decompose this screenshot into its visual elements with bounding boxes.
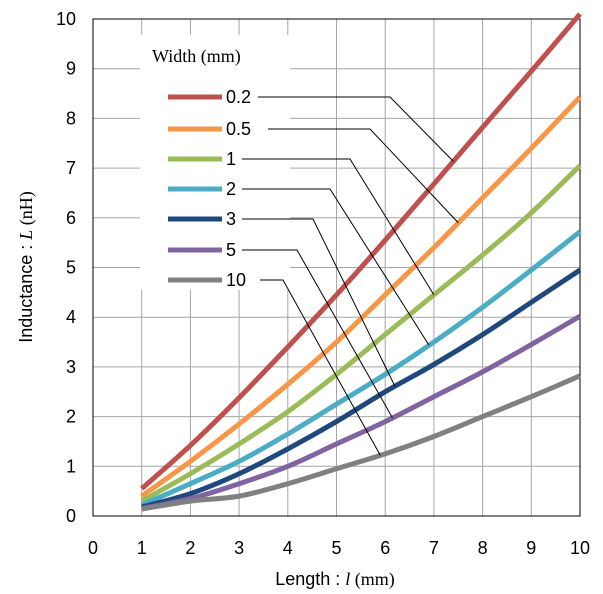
y-axis-label: Inductance : L (nH) — [16, 191, 37, 343]
x-tick-label: 8 — [478, 538, 488, 558]
series-line-2 — [140, 229, 582, 508]
leader-line-0-5 — [268, 128, 459, 224]
y-tick-label: 10 — [56, 9, 76, 29]
y-tick-label: 6 — [66, 208, 76, 228]
series-line-3 — [141, 267, 582, 510]
y-tick-label: 5 — [66, 258, 76, 278]
series-line-0-5 — [140, 95, 582, 499]
x-tick-label: 7 — [429, 538, 439, 558]
legend-items: 0.2 0.5 1 2 3 5 10 — [168, 87, 251, 290]
y-tick-label: 8 — [66, 108, 76, 128]
series-lines — [140, 12, 582, 512]
y-tick-label: 2 — [66, 407, 76, 427]
legend-label-1: 1 — [226, 149, 236, 169]
x-tick-label: 3 — [234, 538, 244, 558]
series-line-1 — [140, 163, 582, 504]
y-tick-label: 0 — [66, 506, 76, 526]
leader-line-3 — [242, 218, 396, 387]
series-line-10 — [141, 373, 581, 512]
plot-frame — [92, 18, 581, 517]
x-tick-label: 9 — [526, 538, 536, 558]
legend-label-3: 3 — [226, 209, 236, 229]
y-tick-label: 9 — [66, 59, 76, 79]
leader-line-2 — [242, 188, 430, 346]
legend-label-10: 10 — [226, 270, 246, 290]
y-tick-labels: 0 1 2 3 4 5 6 7 8 9 10 — [56, 9, 76, 526]
leader-line-10 — [260, 279, 381, 456]
y-tick-label: 1 — [66, 456, 76, 476]
legend-label-2: 2 — [226, 179, 236, 199]
legend: Width (mm) 0.2 0.5 1 2 3 5 10 — [140, 35, 290, 290]
leader-line-0-2 — [258, 96, 454, 162]
x-tick-label: 6 — [380, 538, 390, 558]
leader-line-1 — [242, 158, 435, 296]
x-tick-label: 0 — [88, 538, 98, 558]
x-axis-label: Length : l (mm) — [275, 569, 395, 590]
series-line-5 — [141, 314, 582, 511]
series-line-0-2 — [140, 12, 582, 491]
x-tick-label: 5 — [331, 538, 341, 558]
x-tick-label: 4 — [283, 538, 293, 558]
x-tick-labels: 0 1 2 3 4 5 6 7 8 9 10 — [88, 538, 590, 558]
y-tick-label: 4 — [66, 307, 76, 327]
y-tick-label: 7 — [66, 158, 76, 178]
legend-leader-lines — [242, 96, 459, 456]
legend-title: Width (mm) — [152, 46, 241, 67]
legend-label-5: 5 — [226, 240, 236, 260]
x-tick-label: 2 — [185, 538, 195, 558]
x-tick-label: 1 — [137, 538, 147, 558]
legend-label-0-5: 0.5 — [226, 119, 251, 139]
x-tick-label: 10 — [570, 538, 590, 558]
y-tick-label: 3 — [66, 357, 76, 377]
leader-line-5 — [242, 249, 393, 419]
legend-label-0-2: 0.2 — [226, 87, 251, 107]
